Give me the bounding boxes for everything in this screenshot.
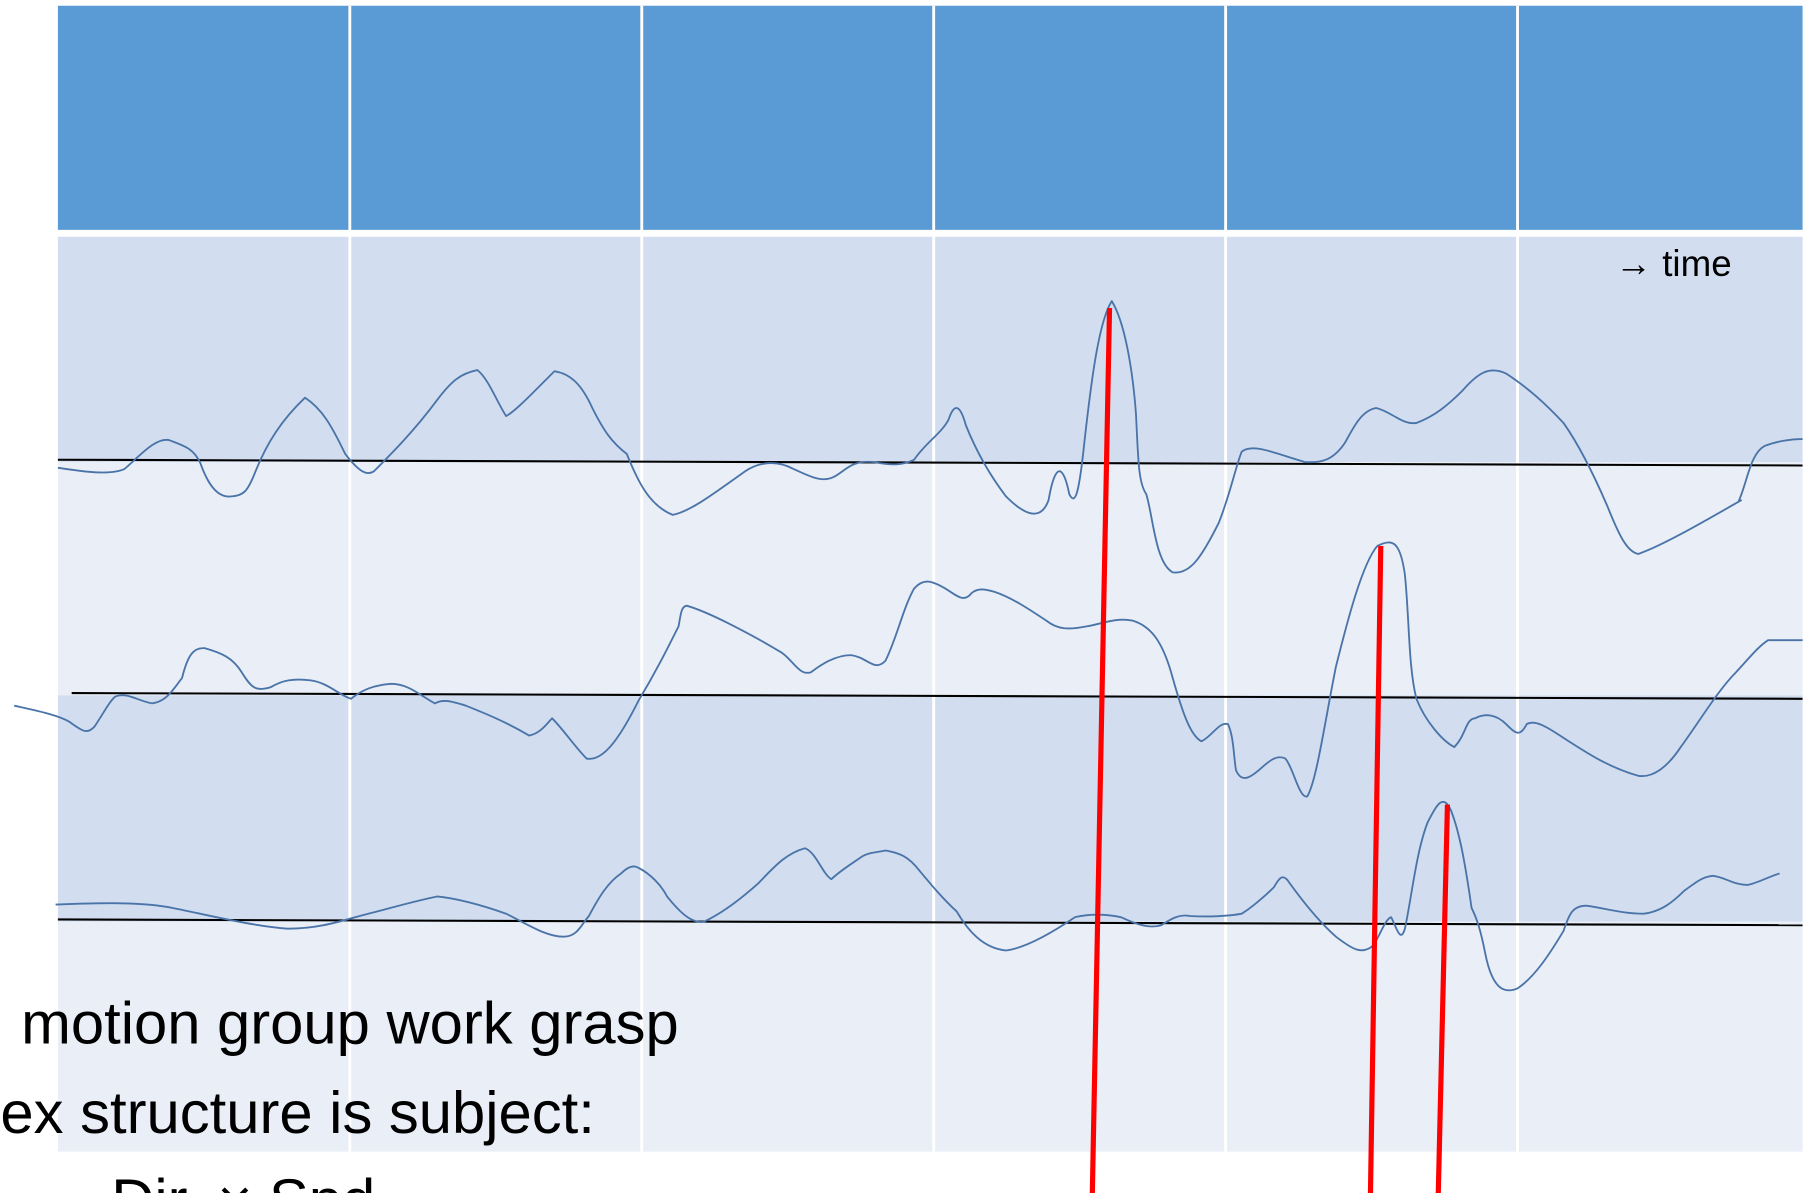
row-band [57,462,1803,696]
row-band [57,695,1803,922]
signal-curve [55,800,1780,992]
row-band [57,236,1803,463]
marker-line [1435,804,1451,1193]
grid-background [57,5,1803,1152]
body-text: → Dir. × Spd [35,1167,375,1193]
body-text: ex structure is subject: [0,1079,594,1146]
body-text: motion group work grasp [21,990,679,1057]
baseline [57,918,1803,927]
signal-curve [57,300,1803,574]
signal-curve [14,541,1803,798]
marker-line [1367,545,1384,1193]
baseline [57,458,1803,467]
baseline [71,692,1803,700]
header-band [57,5,1803,230]
time-label: → time [1615,243,1731,284]
marker-line [1089,307,1113,1193]
